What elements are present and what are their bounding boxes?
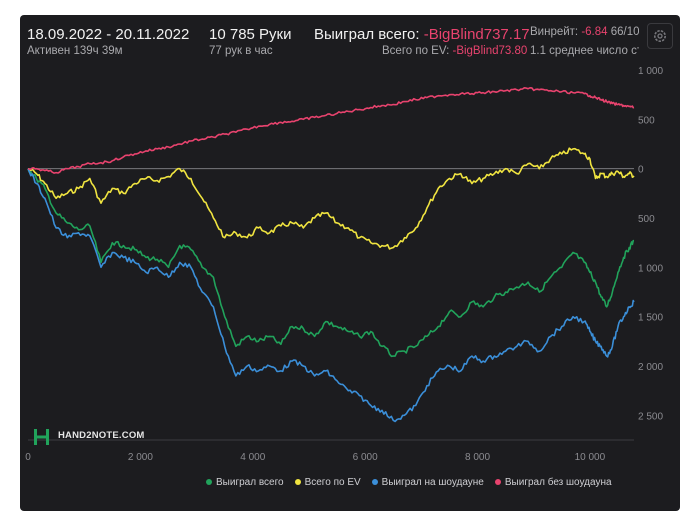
series-line (27, 168, 635, 423)
legend-item[interactable]: Выиграл всего (206, 477, 284, 488)
x-tick-label: 4 000 (240, 452, 265, 463)
y-tick-label: 500 (638, 214, 655, 225)
legend-label: Всего по EV (304, 477, 361, 488)
ev-total: Всего по EV: -BigBlind73.80 (382, 45, 527, 57)
series-line (27, 147, 635, 250)
won-total-label: Выиграл всего: (314, 26, 420, 43)
x-tick-label: 6 000 (353, 452, 378, 463)
hand2note-logo-icon (34, 429, 49, 445)
legend-dot (494, 479, 501, 486)
legend-label: Выиграл без шоудауна (504, 477, 612, 488)
settings-button[interactable] (647, 23, 673, 49)
active-time: Активен 139ч 39м (27, 45, 123, 57)
x-tick-label: 0 (25, 452, 31, 463)
legend-item[interactable]: Выиграл без шоудауна (494, 477, 612, 488)
y-tick-label: 1 000 (638, 66, 663, 77)
series-line (27, 87, 635, 174)
graph-panel: 18.09.2022 - 20.11.2022 Активен 139ч 39м… (20, 15, 680, 511)
legend-item[interactable]: Выиграл на шоудауне (371, 477, 484, 488)
legend-label: Выиграл всего (216, 477, 284, 488)
won-total-value: -BigBlind737.17 (423, 26, 530, 43)
ev-label: Всего по EV: (382, 45, 450, 57)
winrate: Винрейт: -6.84 66/100 (530, 26, 639, 38)
winrate-rest: 66/100 (610, 26, 639, 38)
legend-dot (206, 479, 212, 486)
legend-dot (371, 479, 378, 486)
legend-item[interactable]: Всего по EV (294, 477, 361, 488)
y-tick-label: 500 (638, 115, 655, 126)
x-tick-label: 2 000 (128, 452, 153, 463)
winrate-label: Винрейт: (530, 26, 579, 38)
hands-per-hour: 77 рук в час (209, 45, 273, 57)
series-line (27, 168, 634, 358)
avg-bets: 1.1 среднее число ставок (530, 45, 639, 57)
y-tick-label: 0 (638, 165, 644, 176)
ev-value: -BigBlind73.80 (452, 45, 528, 57)
chart-legend: Выиграл всего Всего по EV Выиграл на шоуда… (206, 477, 623, 488)
x-tick-label: 8 000 (465, 452, 490, 463)
legend-label: Выиграл на шоудауне (381, 477, 484, 488)
y-tick-label: 1 000 (638, 263, 663, 274)
winrate-value: -6.84 (581, 26, 608, 38)
legend-dot (294, 479, 301, 486)
x-tick-label: 10 000 (575, 452, 606, 463)
won-total: Выиграл всего: -BigBlind737.17 (314, 26, 530, 43)
chart-svg: 1 000 500 0 500 1 000 1 500 2 000 2 500 0 2 000 4 … (25, 66, 663, 463)
gear-icon (654, 30, 666, 42)
date-range: 18.09.2022 - 20.11.2022 (27, 26, 190, 43)
y-tick-label: 2 500 (638, 411, 663, 422)
y-tick-label: 1 500 (638, 313, 663, 324)
watermark-text: HAND2NOTE.COM (58, 430, 145, 441)
y-tick-label: 2 000 (638, 362, 663, 373)
hands-count: 10 785 Руки (209, 26, 292, 43)
